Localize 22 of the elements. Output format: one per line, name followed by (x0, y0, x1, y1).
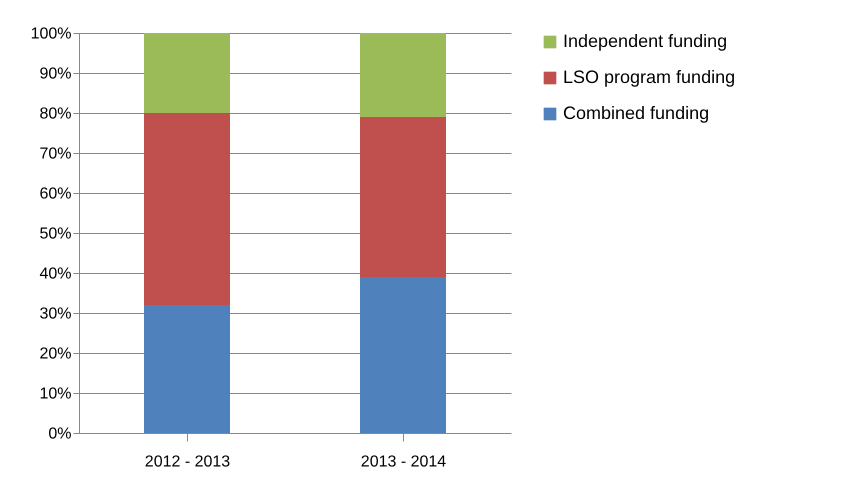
x-tick-label: 2013 - 2014 (360, 454, 446, 470)
legend-label: LSO program funding (563, 67, 736, 87)
y-tick-label: 40% (39, 266, 72, 282)
y-tick-label: 60% (39, 186, 72, 202)
y-tick-label: 70% (39, 146, 72, 162)
legend-label: Independent funding (563, 31, 728, 51)
x-tick-label: 2012 - 2013 (144, 454, 230, 470)
y-tick-label: 20% (39, 346, 72, 362)
y-tick-label: 50% (39, 226, 72, 242)
y-tick-label: 10% (39, 386, 72, 402)
bar (144, 305, 230, 433)
y-tick-label: 0% (48, 426, 72, 442)
y-tick-label: 30% (39, 306, 72, 322)
y-tick-label: 80% (39, 106, 72, 122)
legend-label: Combined funding (563, 103, 710, 123)
bar (144, 113, 230, 305)
bar (360, 277, 446, 433)
y-tick-label: 90% (39, 66, 72, 82)
bar (360, 117, 446, 277)
bar (144, 33, 230, 113)
y-tick-label: 100% (30, 26, 72, 42)
bar (360, 33, 446, 117)
